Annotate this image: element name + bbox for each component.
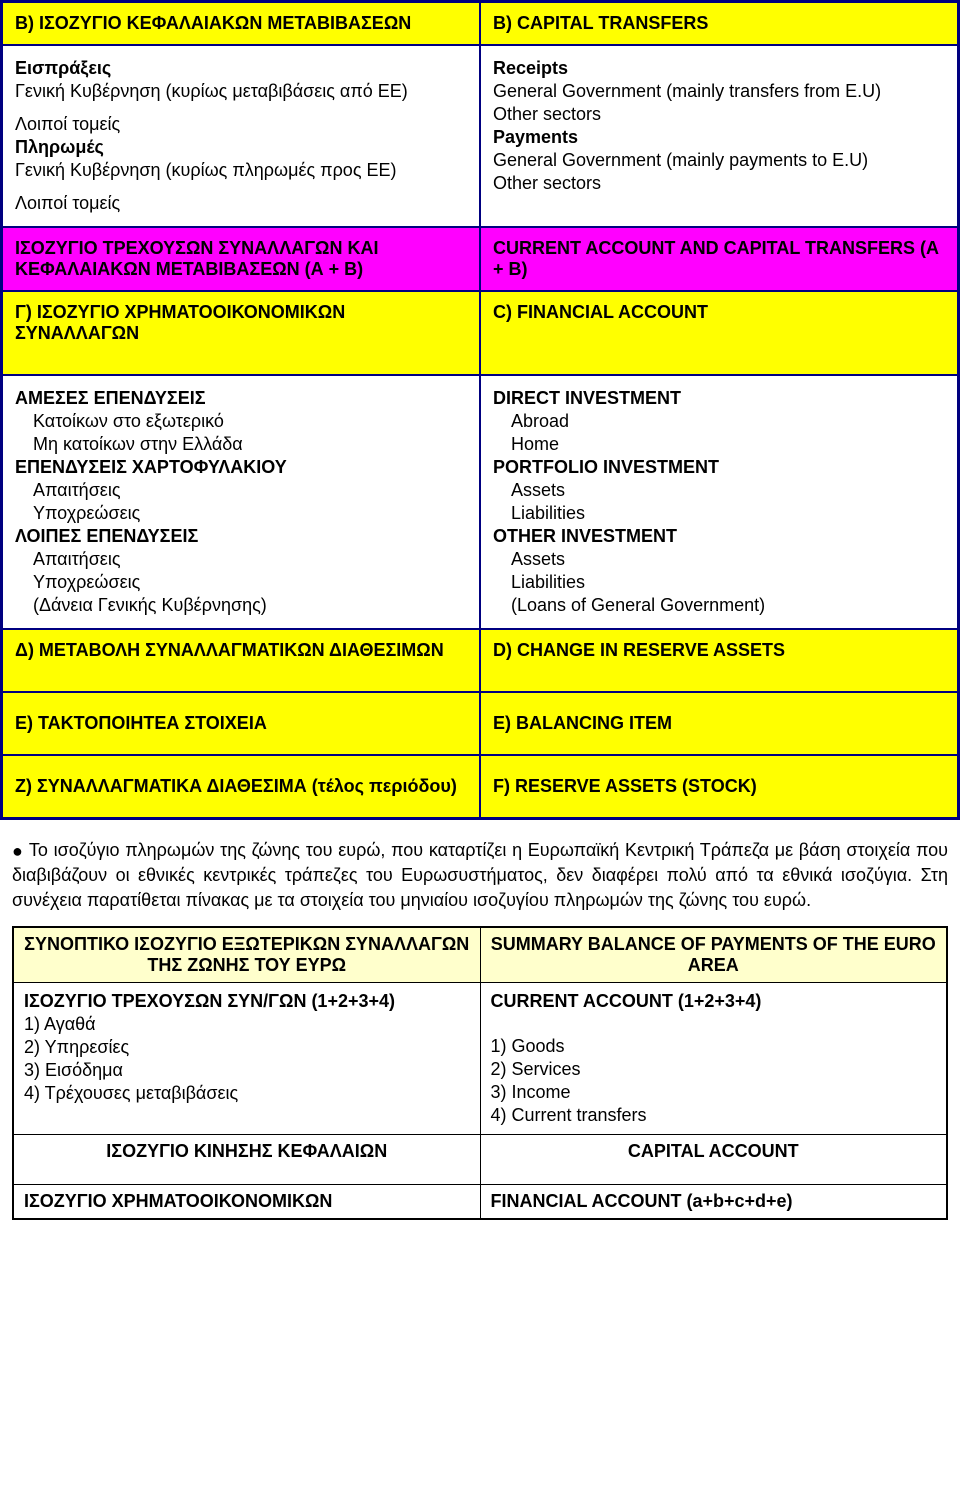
financial-account-en: FINANCIAL ACCOUNT (a+b+c+d+e) (480, 1184, 947, 1219)
ca-item1-en: 1) Goods (491, 1036, 937, 1057)
abroad-gr: Κατοίκων στο εξωτερικό (15, 411, 467, 432)
liab1-en: Liabilities (493, 503, 945, 524)
summary-header-en: SUMMARY BALANCE OF PAYMENTS OF THE EURO … (480, 927, 947, 983)
row-c-body-gr: ΑΜΕΣΕΣ ΕΠΕΝΔΥΣΕΙΣ Κατοίκων στο εξωτερικό… (2, 375, 481, 629)
ca-item3-gr: 3) Εισόδημα (24, 1060, 470, 1081)
summary-header-gr: ΣΥΝΟΠΤΙΚΟ ΙΣΟΖΥΓΙΟ ΕΞΩΤΕΡΙΚΩΝ ΣΥΝΑΛΛΑΓΩΝ… (13, 927, 480, 983)
summary-table: ΣΥΝΟΠΤΙΚΟ ΙΣΟΖΥΓΙΟ ΕΞΩΤΕΡΙΚΩΝ ΣΥΝΑΛΛΑΓΩΝ… (12, 926, 948, 1220)
ca-item3-en: 3) Income (491, 1082, 937, 1103)
direct-en: DIRECT INVESTMENT (493, 388, 945, 409)
row-b-header-en: B) CAPITAL TRANSFERS (480, 2, 959, 46)
home-en: Home (493, 434, 945, 455)
other-sectors1-gr: Λοιποί τομείς (15, 114, 467, 135)
liab2-en: Liabilities (493, 572, 945, 593)
capital-account-gr: ΙΣΟΖΥΓΙΟ ΚΙΝΗΣΗΣ ΚΕΦΑΛΑΙΩΝ (13, 1134, 480, 1184)
other-sectors2-en: Other sectors (493, 173, 945, 194)
ca-item4-en: 4) Current transfers (491, 1105, 937, 1126)
other-inv-gr: ΛΟΙΠΕΣ ΕΠΕΝΔΥΣΕΙΣ (15, 526, 467, 547)
home-gr: Μη κατοίκων στην Ελλάδα (15, 434, 467, 455)
row-c-body-en: DIRECT INVESTMENT Abroad Home PORTFOLIO … (480, 375, 959, 629)
gen-gov-in-en: General Government (mainly transfers fro… (493, 81, 945, 102)
row-f-en: F) RESERVE ASSETS (STOCK) (480, 755, 959, 819)
direct-gr: ΑΜΕΣΕΣ ΕΠΕΝΔΥΣΕΙΣ (15, 388, 467, 409)
current-account-en: CURRENT ACCOUNT (1+2+3+4) 1) Goods 2) Se… (480, 982, 947, 1134)
receipts-en: Receipts (493, 58, 945, 79)
ca-item4-gr: 4) Τρέχουσες μεταβιβάσεις (24, 1083, 470, 1104)
receipts-gr: Εισπράξεις (15, 58, 467, 79)
ca-item2-en: 2) Services (491, 1059, 937, 1080)
assets2-gr: Απαιτήσεις (15, 549, 467, 570)
loans-gr: (Δάνεια Γενικής Κυβέρνησης) (15, 595, 467, 616)
assets2-en: Assets (493, 549, 945, 570)
row-e-en: E) BALANCING ITEM (480, 692, 959, 755)
row-d-en: D) CHANGE IN RESERVE ASSETS (480, 629, 959, 692)
balance-table: Β) ΙΣΟΖΥΓΙΟ ΚΕΦΑΛΑΙΑΚΩΝ ΜΕΤΑΒΙΒΑΣΕΩΝ B) … (0, 0, 960, 820)
assets1-en: Assets (493, 480, 945, 501)
portfolio-gr: ΕΠΕΝΔΥΣΕΙΣ ΧΑΡΤΟΦΥΛΑΚΙΟΥ (15, 457, 467, 478)
assets1-gr: Απαιτήσεις (15, 480, 467, 501)
bullet-icon: ● (12, 839, 23, 863)
row-b-body-en: Receipts General Government (mainly tran… (480, 45, 959, 227)
capital-account-en: CAPITAL ACCOUNT (480, 1134, 947, 1184)
payments-gr: Πληρωμές (15, 137, 467, 158)
row-c-header-en: C) FINANCIAL ACCOUNT (480, 291, 959, 375)
row-c-header-gr: Γ) ΙΣΟΖΥΓΙΟ ΧΡΗΜΑΤΟΟΙΚΟΝΟΜΙΚΩΝ ΣΥΝΑΛΛΑΓΩ… (2, 291, 481, 375)
ca-item1-gr: 1) Αγαθά (24, 1014, 470, 1035)
abroad-en: Abroad (493, 411, 945, 432)
gen-gov-out-en: General Government (mainly payments to E… (493, 150, 945, 171)
payments-en: Payments (493, 127, 945, 148)
row-b-header-gr: Β) ΙΣΟΖΥΓΙΟ ΚΕΦΑΛΑΙΑΚΩΝ ΜΕΤΑΒΙΒΑΣΕΩΝ (2, 2, 481, 46)
other-inv-en: OTHER INVESTMENT (493, 526, 945, 547)
portfolio-en: PORTFOLIO INVESTMENT (493, 457, 945, 478)
row-ab-en: CURRENT ACCOUNT AND CAPITAL TRANSFERS (A… (480, 227, 959, 291)
gen-gov-in-gr: Γενική Κυβέρνηση (κυρίως μεταβιβάσεις απ… (15, 81, 467, 102)
current-account-gr: ΙΣΟΖΥΓΙΟ ΤΡΕΧΟΥΣΩΝ ΣΥΝ/ΓΩΝ (1+2+3+4) 1) … (13, 982, 480, 1134)
other-sectors1-en: Other sectors (493, 104, 945, 125)
financial-account-gr: ΙΣΟΖΥΓΙΟ ΧΡΗΜΑΤΟΟΙΚΟΝΟΜΙΚΩΝ (13, 1184, 480, 1219)
ca-title-gr: ΙΣΟΖΥΓΙΟ ΤΡΕΧΟΥΣΩΝ ΣΥΝ/ΓΩΝ (1+2+3+4) (24, 991, 470, 1012)
paragraph-text: Το ισοζύγιο πληρωμών της ζώνης του ευρώ,… (12, 840, 948, 910)
paragraph: ●Το ισοζύγιο πληρωμών της ζώνης του ευρώ… (0, 820, 960, 926)
row-f-gr: Ζ) ΣΥΝΑΛΛΑΓΜΑΤΙΚΑ ΔΙΑΘΕΣΙΜΑ (τέλος περιό… (2, 755, 481, 819)
liab2-gr: Υποχρεώσεις (15, 572, 467, 593)
row-b-body-gr: Εισπράξεις Γενική Κυβέρνηση (κυρίως μετα… (2, 45, 481, 227)
row-ab-gr: ΙΣΟΖΥΓΙΟ ΤΡΕΧΟΥΣΩΝ ΣΥΝΑΛΛΑΓΩΝ ΚΑΙ ΚΕΦΑΛΑ… (2, 227, 481, 291)
loans-en: (Loans of General Government) (493, 595, 945, 616)
row-d-gr: Δ) ΜΕΤΑΒΟΛΗ ΣΥΝΑΛΛΑΓΜΑΤΙΚΩΝ ΔΙΑΘΕΣΙΜΩΝ (2, 629, 481, 692)
row-e-gr: Ε) ΤΑΚΤΟΠΟΙΗΤΕΑ ΣΤΟΙΧΕΙΑ (2, 692, 481, 755)
ca-item2-gr: 2) Υπηρεσίες (24, 1037, 470, 1058)
ca-title-en: CURRENT ACCOUNT (1+2+3+4) (491, 991, 937, 1012)
gen-gov-out-gr: Γενική Κυβέρνηση (κυρίως πληρωμές προς Ε… (15, 160, 467, 181)
other-sectors2-gr: Λοιποί τομείς (15, 193, 467, 214)
liab1-gr: Υποχρεώσεις (15, 503, 467, 524)
